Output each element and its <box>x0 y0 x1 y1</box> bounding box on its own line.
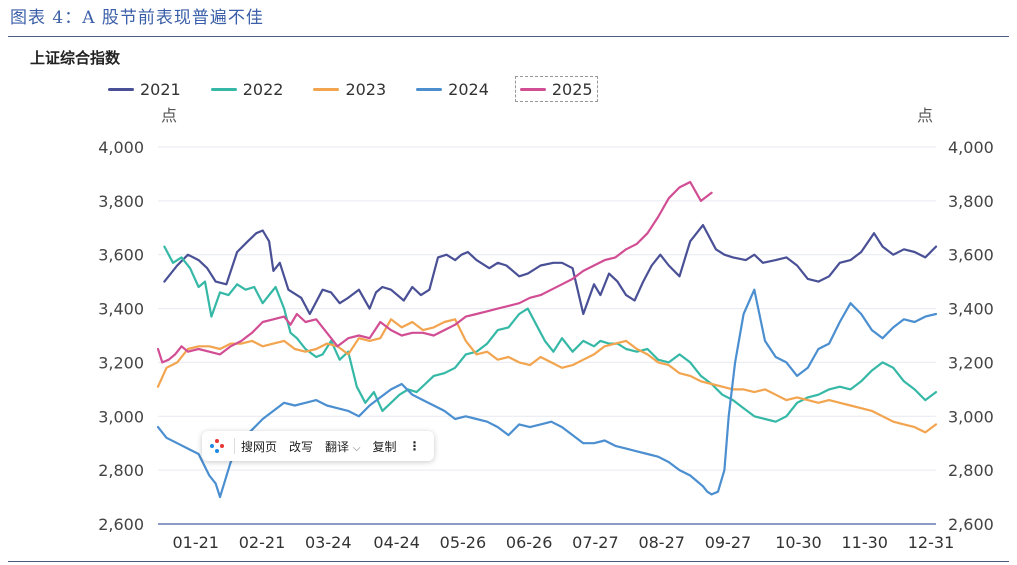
series-line-2023 <box>156 318 938 434</box>
y-axis-unit-left: 点 <box>161 106 177 125</box>
title-divider <box>8 36 1009 37</box>
x-tick-label: 10-30 <box>775 533 822 552</box>
translate-button[interactable]: 翻译 ⌵ <box>325 438 360 455</box>
chart-title: 上证综合指数 <box>30 49 121 67</box>
y-tick-label-left: 4,000 <box>98 138 144 157</box>
x-tick-label: 03-24 <box>305 533 352 552</box>
x-tick-label: 11-30 <box>841 533 888 552</box>
y-tick-label-right: 3,600 <box>948 246 994 265</box>
y-tick-label-left: 2,800 <box>98 461 144 480</box>
legend-item-2022[interactable]: 2022 <box>207 76 288 102</box>
y-tick-label-left: 3,200 <box>98 353 144 372</box>
legend-swatch <box>210 87 237 91</box>
x-tick-label: 12-31 <box>908 533 955 552</box>
y-tick-label-right: 3,800 <box>948 192 994 211</box>
legend-swatch <box>519 87 546 91</box>
legend-label: 2023 <box>345 79 387 99</box>
x-tick-label: 04-24 <box>373 533 420 552</box>
sogou-logo-icon <box>210 439 224 453</box>
series-line-2025 <box>156 180 713 364</box>
x-tick-label: 05-26 <box>440 533 487 552</box>
y-tick-label-right: 2,800 <box>948 461 994 480</box>
figure-title: 图表 4：A 股节前表现普遍不佳 <box>10 8 264 28</box>
y-tick-label-right: 4,000 <box>948 138 994 157</box>
y-tick-label-left: 3,000 <box>98 407 144 426</box>
series-line-2024 <box>156 288 938 499</box>
legend-swatch <box>313 87 340 91</box>
x-tick-label: 08-27 <box>638 533 685 552</box>
x-tick-label: 02-21 <box>239 533 286 552</box>
chart-legend: 2021 2022 2023 2024 2025 <box>104 76 620 102</box>
rewrite-button[interactable]: 改写 <box>289 439 314 454</box>
x-tick-label: 06-26 <box>506 533 553 552</box>
legend-item-2023[interactable]: 2023 <box>309 76 390 102</box>
legend-label: 2025 <box>551 79 593 99</box>
legend-label: 2024 <box>448 79 489 99</box>
series-line-2022 <box>163 245 938 423</box>
chevron-down-icon: ⌵ <box>352 442 361 454</box>
y-tick-label-left: 3,800 <box>98 192 144 211</box>
toolbar-divider <box>234 438 235 454</box>
y-tick-label-right: 3,000 <box>948 407 994 426</box>
y-tick-label-right: 2,600 <box>948 515 994 534</box>
legend-label: 2022 <box>242 79 284 99</box>
legend-swatch <box>108 87 134 91</box>
more-options-icon[interactable]: ⋮ <box>408 439 421 453</box>
legend-item-2021[interactable]: 2021 <box>104 76 185 102</box>
legend-label: 2021 <box>140 79 181 99</box>
y-tick-label-left: 3,600 <box>98 246 144 265</box>
selection-toolbar: 搜网页 改写 翻译 ⌵ 复制 ⋮ <box>202 431 434 461</box>
x-tick-label: 07-27 <box>572 533 619 552</box>
translate-label: 翻译 <box>325 439 350 454</box>
legend-item-2024[interactable]: 2024 <box>412 76 493 102</box>
search-web-button[interactable]: 搜网页 <box>241 439 278 454</box>
copy-button[interactable]: 复制 <box>372 439 397 454</box>
bottom-divider <box>8 561 1009 562</box>
y-tick-label-right: 3,200 <box>948 353 994 372</box>
legend-item-2025[interactable]: 2025 <box>514 76 598 102</box>
x-tick-label: 01-21 <box>172 533 219 552</box>
legend-swatch <box>416 87 443 91</box>
y-tick-label-left: 2,600 <box>98 515 144 534</box>
series-line-2021 <box>163 224 938 316</box>
x-tick-label: 09-27 <box>705 533 752 552</box>
y-tick-label-right: 3,400 <box>948 300 994 319</box>
y-axis-unit-right: 点 <box>917 106 933 125</box>
y-tick-label-left: 3,400 <box>98 300 144 319</box>
